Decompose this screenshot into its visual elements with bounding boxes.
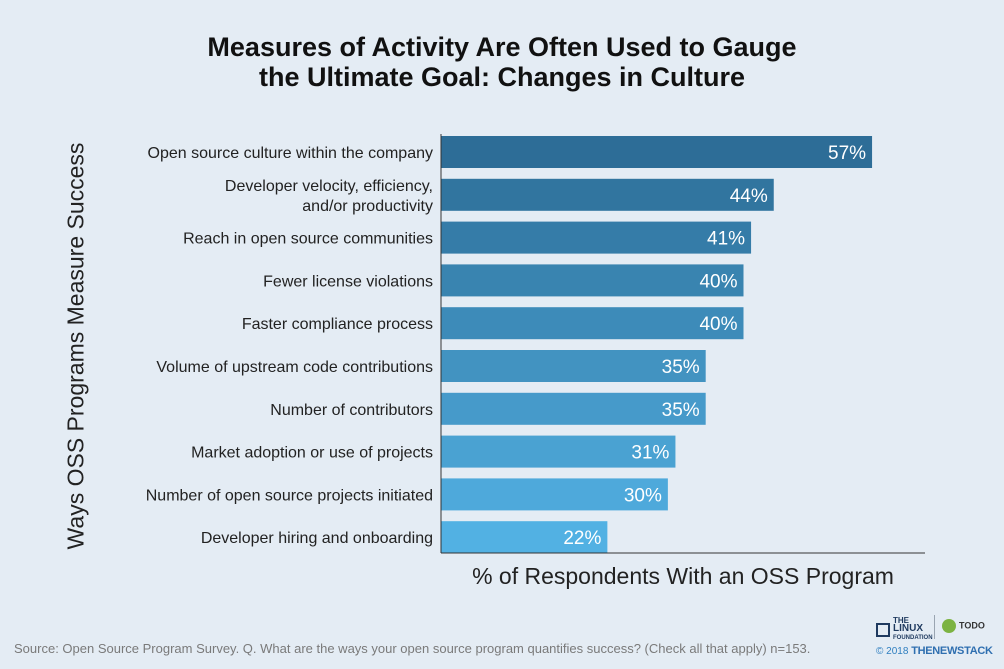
bar-value-label-3: 40% [699, 271, 737, 292]
todo-logo: TODO [942, 619, 985, 633]
chart-title-line-1: Measures of Activity Are Often Used to G… [207, 32, 797, 62]
chart-title-line-2: the Ultimate Goal: Changes in Culture [258, 62, 746, 92]
category-label-6: Number of contributors [270, 402, 433, 419]
bar-7 [441, 435, 676, 468]
newstack-logo: THENEWSTACK [911, 645, 993, 657]
bar-0 [441, 136, 873, 168]
category-label-5: Volume of upstream code contributions [156, 359, 433, 376]
bar-6 [441, 392, 706, 425]
bar-9 [441, 521, 608, 554]
category-label-0: Open source culture within the company [148, 145, 433, 162]
bar-5 [441, 350, 706, 382]
bar-4 [441, 307, 744, 340]
category-label-7: Market adoption or use of projects [191, 445, 433, 462]
todo-logo-text: TODO [959, 620, 985, 631]
chart-title: Measures of Activity Are Often Used to G… [0, 32, 1004, 92]
bar-2 [441, 221, 752, 254]
category-label-9: Developer hiring and onboarding [201, 530, 433, 547]
bar-value-label-6: 35% [662, 400, 700, 421]
footer-logos: THE LINUX FOUNDATION TODO © 2018 THENEWSTA… [876, 615, 996, 663]
todo-icon [942, 619, 956, 633]
copyright-text: © 2018 [876, 646, 909, 657]
category-label-1-line-1: and/or productivity [302, 198, 433, 215]
linux-foundation-icon [876, 622, 890, 637]
linux-foundation-logo: THE LINUX FOUNDATION [876, 617, 933, 642]
bar-value-label-1: 44% [730, 186, 768, 207]
x-axis-label: % of Respondents With an OSS Program [472, 563, 894, 589]
category-label-2: Reach in open source communities [183, 231, 433, 248]
bar-1 [441, 178, 774, 211]
source-note: Source: Open Source Program Survey. Q. W… [14, 641, 811, 656]
lf-logo-text-1: THE [893, 616, 909, 625]
bar-3 [441, 264, 744, 297]
bar-8 [441, 478, 668, 511]
category-label-3: Fewer license violations [263, 273, 433, 290]
category-label-4: Faster compliance process [242, 316, 433, 333]
logo-divider [934, 615, 935, 639]
bar-value-label-0: 57% [828, 143, 866, 164]
lf-logo-text-3: FOUNDATION [893, 635, 933, 641]
bar-value-label-5: 35% [662, 357, 700, 378]
bar-value-label-9: 22% [563, 528, 601, 549]
newstack-credit: © 2018 THENEWSTACK [876, 645, 993, 657]
lf-logo-text-2: LINUX [893, 623, 923, 634]
bar-value-label-2: 41% [707, 229, 745, 250]
category-label-8: Number of open source projects initiated [146, 487, 433, 504]
bar-value-label-4: 40% [699, 314, 737, 335]
category-label-1-line-0: Developer velocity, efficiency, [225, 178, 433, 195]
bar-value-label-8: 30% [624, 485, 662, 506]
bar-value-label-7: 31% [631, 443, 669, 464]
